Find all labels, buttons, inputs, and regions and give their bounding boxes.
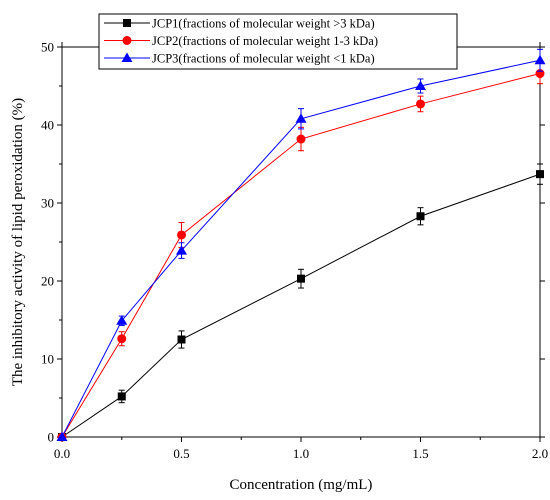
data-point <box>176 245 187 255</box>
series-1 <box>58 163 544 441</box>
data-point <box>295 113 307 123</box>
x-tick-label: 2.0 <box>532 446 548 461</box>
legend: JCP1(fractions of molecular weight >3 kD… <box>98 13 458 70</box>
data-point <box>415 80 426 90</box>
x-tick-label: 0.5 <box>173 446 189 461</box>
y-axis-title: The inhibitory activity of lipid peroxid… <box>10 98 26 386</box>
series-layer <box>56 48 546 442</box>
legend-label: JCP3(fractions of molecular weight <1 kD… <box>152 52 375 66</box>
legend-label: JCP1(fractions of molecular weight >3 kD… <box>152 17 375 31</box>
data-point <box>116 315 128 325</box>
data-point <box>177 335 186 344</box>
data-point <box>534 54 546 65</box>
data-point <box>416 99 425 109</box>
y-tick-label: 20 <box>41 274 54 289</box>
series-3 <box>56 48 546 441</box>
series-2 <box>57 62 545 442</box>
legend-marker <box>123 19 131 27</box>
x-axis-title: Concentration (mg/mL) <box>230 477 373 493</box>
data-point <box>117 392 126 401</box>
y-tick-label: 10 <box>41 352 54 367</box>
legend-label: JCP2(fractions of molecular weight 1-3 k… <box>152 34 378 48</box>
data-point <box>536 170 544 179</box>
x-tick-label: 0.0 <box>54 446 70 461</box>
y-tick-label: 50 <box>41 40 54 55</box>
data-point <box>177 230 186 240</box>
plot-frame <box>61 46 541 438</box>
axis-ticks: 0.0 0.5 1.0 1.5 2.0 0 10 20 30 40 50 <box>41 40 548 462</box>
y-tick-label: 0 <box>48 430 55 445</box>
data-point <box>416 212 425 221</box>
data-point <box>56 431 68 441</box>
series-line <box>61 73 541 438</box>
data-point <box>296 134 306 144</box>
y-tick-label: 30 <box>41 196 54 211</box>
legend-marker <box>121 52 133 62</box>
x-tick-label: 1.0 <box>293 446 309 461</box>
legend-marker <box>122 36 132 45</box>
data-point <box>117 334 127 344</box>
legend-box <box>98 13 458 70</box>
series-line <box>61 59 541 438</box>
data-point <box>297 274 305 283</box>
series-line <box>61 173 541 438</box>
x-tick-label: 1.5 <box>412 446 428 461</box>
y-tick-label: 40 <box>41 118 54 133</box>
